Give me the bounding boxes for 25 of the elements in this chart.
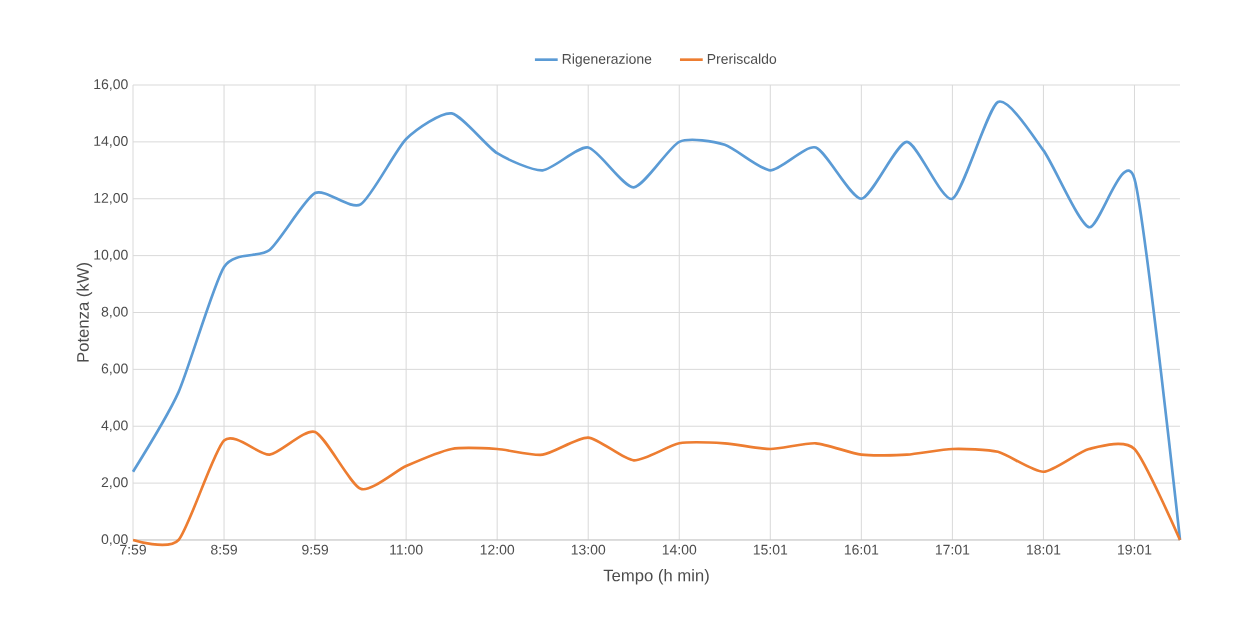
x-tick-label: 18:01 bbox=[1026, 544, 1061, 555]
y-tick-label: 12,00 bbox=[94, 192, 128, 205]
y-tick-label: 6,00 bbox=[101, 363, 128, 376]
legend-label: Rigenerazione bbox=[562, 53, 652, 67]
x-axis-title: Tempo (h min) bbox=[603, 569, 709, 585]
x-tick-label: 15:01 bbox=[753, 544, 788, 555]
x-tick-label: 11:00 bbox=[390, 544, 423, 555]
x-tick-label: 17:01 bbox=[935, 544, 970, 555]
y-tick-label: 8,00 bbox=[101, 306, 128, 319]
y-tick-label: 0,00 bbox=[101, 534, 128, 546]
x-tick-label: 8:59 bbox=[211, 544, 237, 555]
y-axis-title: Potenza (kW) bbox=[76, 263, 93, 362]
y-tick-label: 16,00 bbox=[94, 79, 128, 91]
x-tick-label: 7:59 bbox=[120, 544, 146, 555]
y-tick-label: 2,00 bbox=[101, 477, 128, 489]
legend-label: Preriscaldo bbox=[707, 53, 777, 64]
x-tick-label: 13:00 bbox=[571, 544, 606, 555]
x-tick-label: 9:59 bbox=[302, 544, 329, 555]
y-tick-label: 4,00 bbox=[101, 420, 128, 433]
x-tick-label: 19:01 bbox=[1118, 544, 1152, 555]
x-tick-label: 12:00 bbox=[480, 544, 515, 555]
y-tick-label: 14,00 bbox=[94, 136, 128, 148]
x-tick-label: 16:01 bbox=[844, 544, 879, 555]
x-tick-label: 14:00 bbox=[662, 544, 697, 555]
y-tick-label: 10,00 bbox=[94, 249, 128, 262]
